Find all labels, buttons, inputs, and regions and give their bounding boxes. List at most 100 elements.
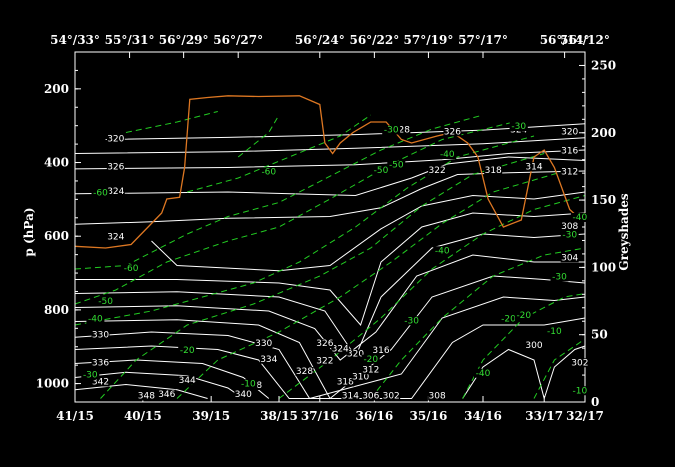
right-axis-title: Greyshades (617, 193, 631, 270)
green-contour-label: -60 (93, 189, 108, 199)
white-label-bg (295, 367, 314, 376)
bottom-tick-label: 39/15 (192, 409, 230, 423)
right-tick-label: 150 (591, 193, 616, 207)
green-label-bg (560, 230, 579, 240)
white-label-bg (351, 372, 370, 382)
green-label-bg (86, 314, 105, 324)
white-contour-label: 300 (525, 341, 542, 351)
green-contour-label: -30 (562, 231, 577, 241)
white-label-bg (315, 339, 334, 348)
bottom-tick-label: 34/16 (464, 409, 502, 423)
white-label-bg (106, 162, 125, 172)
bottom-tick-label: 35/16 (410, 409, 448, 423)
green-dashed-contours-line-6 (100, 153, 545, 399)
white-contour-label: 302 (383, 392, 400, 402)
green-dashed-contours-line-0 (125, 111, 218, 133)
white-label-bg (560, 127, 579, 137)
green-contour-label: -20 (180, 346, 195, 356)
green-contour-label: -40 (476, 369, 491, 379)
green-label-bg (122, 263, 141, 273)
green-contour-label: -50 (389, 161, 404, 171)
white-contours-line-16 (543, 345, 586, 399)
top-tick-label: 56°/22° (349, 33, 399, 47)
white-contour-label: 306 (362, 392, 379, 402)
white-contour-label: 342 (92, 378, 109, 388)
green-label-bg (372, 165, 390, 175)
bottom-tick-label: 40/15 (124, 409, 162, 423)
green-label-bg (259, 167, 278, 177)
green-dashed-contours-line-3 (74, 114, 484, 270)
green-contour-label: -60 (124, 264, 139, 274)
top-tick-label: 57°/19° (404, 33, 454, 47)
white-label-bg (106, 186, 125, 196)
green-dashed-contours-line-9 (370, 247, 586, 399)
green-dashed-contours-line-11 (533, 338, 586, 399)
green-label-bg (509, 122, 528, 131)
white-label-bg (560, 253, 579, 263)
green-label-bg (382, 125, 401, 135)
white-contour-label: 316 (372, 346, 389, 356)
right-tick-label: 0 (591, 395, 599, 409)
green-label-bg (438, 150, 457, 159)
white-label-bg (259, 354, 278, 364)
green-dashed-contours-line-2 (187, 114, 372, 193)
green-contour-label: -10 (573, 386, 588, 396)
bottom-tick-label: 41/15 (56, 409, 94, 423)
green-contour-label: -40 (88, 315, 103, 325)
green-label-bg (570, 386, 589, 396)
top-tick-label: 54°/33° (50, 33, 100, 47)
white-label-bg (525, 162, 543, 172)
left-tick-label: 200 (44, 82, 69, 96)
white-contour-label: 314 (525, 162, 542, 172)
green-label-bg (91, 188, 110, 198)
white-contours-line-1 (74, 137, 586, 154)
white-label-bg (341, 391, 360, 401)
white-label-bg (560, 146, 579, 156)
white-contour-label: 326 (107, 162, 124, 172)
white-label-bg (137, 391, 156, 401)
green-label-bg (81, 370, 100, 380)
green-contour-label: -40 (435, 246, 450, 256)
green-contour-label: -40 (440, 150, 455, 160)
green-contour-label: -10 (547, 327, 562, 337)
green-dashed-contours-line-4 (74, 121, 514, 305)
green-label-bg (550, 272, 569, 282)
white-contour-label: 328 (393, 126, 410, 136)
green-label-bg (433, 246, 452, 256)
green-contour-label: -10 (241, 379, 256, 389)
white-contour-label: 324 (107, 232, 124, 242)
green-contour-label: -20 (501, 315, 516, 325)
green-contour-label: -20 (516, 311, 531, 321)
green-contour-label: -30 (404, 316, 419, 326)
white-contours-line-10 (74, 296, 586, 400)
bottom-tick-label: 38/15 (260, 409, 298, 423)
white-contour-label: 310 (352, 372, 369, 382)
white-label-bg (254, 339, 273, 348)
white-label-bg (91, 330, 110, 340)
white-label-bg (443, 127, 462, 137)
right-tick-label: 200 (591, 126, 616, 140)
white-label-bg (157, 389, 176, 399)
white-contour-label: 322 (429, 166, 446, 176)
left-tick-label: 400 (44, 156, 69, 170)
white-contour-label: 320 (107, 134, 124, 144)
white-contour-label: 312 (561, 168, 578, 178)
top-tick-label: 56°/14° (540, 33, 590, 47)
white-label-bg (525, 340, 543, 350)
green-dashed-contours-line-1 (237, 114, 280, 158)
y-axis-title: p (hPa) (22, 207, 36, 256)
green-label-bg (499, 314, 518, 324)
white-contours-line-14 (74, 383, 208, 399)
green-contour-label: -30 (511, 122, 526, 132)
white-contour-label: 344 (179, 376, 196, 386)
white-contour-label: 316 (561, 147, 578, 157)
green-label-bg (239, 379, 258, 389)
bottom-tick-label: 36/16 (355, 409, 393, 423)
white-label-bg (91, 358, 110, 368)
bottom-tick-label: 33/17 (525, 409, 563, 423)
white-label-bg (560, 221, 579, 231)
white-label-bg (106, 232, 125, 242)
white-contours-line-7 (74, 233, 586, 358)
white-label-bg (178, 375, 197, 385)
